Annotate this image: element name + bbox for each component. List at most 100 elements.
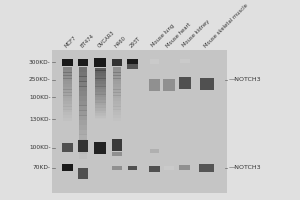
Bar bbox=[94, 142, 106, 154]
Bar bbox=[113, 87, 121, 90]
Bar bbox=[113, 98, 121, 101]
Bar bbox=[180, 59, 190, 63]
Bar bbox=[63, 84, 72, 87]
Bar bbox=[95, 78, 106, 81]
Bar bbox=[113, 67, 121, 70]
Bar bbox=[79, 96, 87, 101]
Bar bbox=[63, 106, 72, 110]
Bar bbox=[63, 78, 72, 81]
Bar bbox=[113, 75, 121, 79]
Bar bbox=[79, 134, 87, 140]
Bar bbox=[200, 78, 214, 85]
Bar bbox=[164, 79, 175, 86]
Text: 130KD-: 130KD- bbox=[29, 117, 51, 122]
Bar bbox=[63, 70, 72, 73]
Bar bbox=[62, 59, 73, 66]
Text: 293T: 293T bbox=[129, 36, 142, 48]
Bar bbox=[95, 68, 106, 71]
Bar bbox=[113, 84, 121, 87]
Bar bbox=[113, 92, 121, 96]
Bar bbox=[149, 86, 160, 91]
Bar bbox=[112, 152, 122, 156]
Bar bbox=[113, 106, 121, 110]
Bar bbox=[79, 105, 87, 111]
Bar bbox=[95, 84, 106, 87]
Bar bbox=[95, 110, 106, 113]
Bar bbox=[79, 149, 87, 154]
Text: BT474: BT474 bbox=[80, 33, 95, 48]
Text: —NOTCH3: —NOTCH3 bbox=[228, 77, 261, 82]
Bar bbox=[63, 81, 72, 84]
Bar bbox=[79, 67, 87, 72]
Bar bbox=[78, 140, 88, 152]
Bar bbox=[63, 121, 72, 124]
Bar bbox=[95, 105, 106, 108]
Bar bbox=[79, 72, 87, 77]
Bar bbox=[95, 107, 106, 111]
Bar bbox=[179, 165, 190, 170]
Bar bbox=[62, 143, 73, 152]
Bar bbox=[164, 166, 174, 170]
Bar bbox=[79, 125, 87, 130]
Bar bbox=[95, 118, 106, 121]
Bar bbox=[112, 59, 122, 66]
Bar bbox=[79, 130, 87, 135]
Bar bbox=[113, 78, 121, 81]
Bar bbox=[95, 73, 106, 76]
Bar bbox=[79, 101, 87, 106]
Bar bbox=[199, 164, 214, 172]
Bar bbox=[95, 89, 106, 92]
Bar bbox=[79, 139, 87, 145]
Bar bbox=[149, 79, 160, 86]
Bar bbox=[63, 95, 72, 98]
Bar bbox=[79, 115, 87, 120]
Text: Mouse skeletal muscle: Mouse skeletal muscle bbox=[203, 3, 249, 48]
Bar bbox=[113, 101, 121, 104]
Text: 250KD-: 250KD- bbox=[29, 77, 51, 82]
Bar bbox=[95, 115, 106, 119]
Bar bbox=[95, 76, 106, 79]
Bar bbox=[63, 75, 72, 79]
Bar bbox=[63, 89, 72, 93]
Text: Mouse kidney: Mouse kidney bbox=[181, 19, 211, 48]
Bar bbox=[113, 70, 121, 73]
Bar bbox=[78, 174, 88, 179]
Bar bbox=[150, 149, 159, 153]
Bar bbox=[63, 118, 72, 121]
Bar bbox=[63, 98, 72, 101]
Bar bbox=[113, 72, 121, 76]
Bar bbox=[128, 166, 137, 170]
Bar bbox=[79, 81, 87, 87]
Bar bbox=[112, 166, 122, 170]
Bar bbox=[113, 95, 121, 98]
Text: H460: H460 bbox=[113, 35, 127, 48]
Text: OVCAR3: OVCAR3 bbox=[97, 30, 116, 48]
Bar bbox=[62, 164, 73, 171]
Bar bbox=[127, 64, 138, 69]
Bar bbox=[63, 87, 72, 90]
Bar bbox=[95, 86, 106, 89]
Bar bbox=[79, 91, 87, 96]
Bar bbox=[79, 86, 87, 91]
Bar bbox=[95, 70, 106, 73]
Bar bbox=[79, 120, 87, 125]
Bar bbox=[63, 72, 72, 76]
Bar bbox=[112, 139, 122, 151]
Text: MCF7: MCF7 bbox=[64, 35, 77, 48]
Bar bbox=[113, 109, 121, 112]
Bar bbox=[179, 77, 191, 84]
Bar bbox=[164, 86, 175, 91]
Bar bbox=[95, 102, 106, 105]
Text: —NOTCH3: —NOTCH3 bbox=[228, 165, 261, 170]
Bar bbox=[113, 115, 121, 118]
Bar bbox=[127, 59, 138, 66]
Bar bbox=[52, 50, 227, 193]
Bar bbox=[113, 81, 121, 84]
Bar bbox=[95, 97, 106, 100]
Bar bbox=[95, 94, 106, 97]
Bar bbox=[113, 118, 121, 121]
Bar bbox=[63, 109, 72, 112]
Bar bbox=[113, 89, 121, 93]
Bar bbox=[95, 81, 106, 84]
Bar bbox=[79, 110, 87, 116]
